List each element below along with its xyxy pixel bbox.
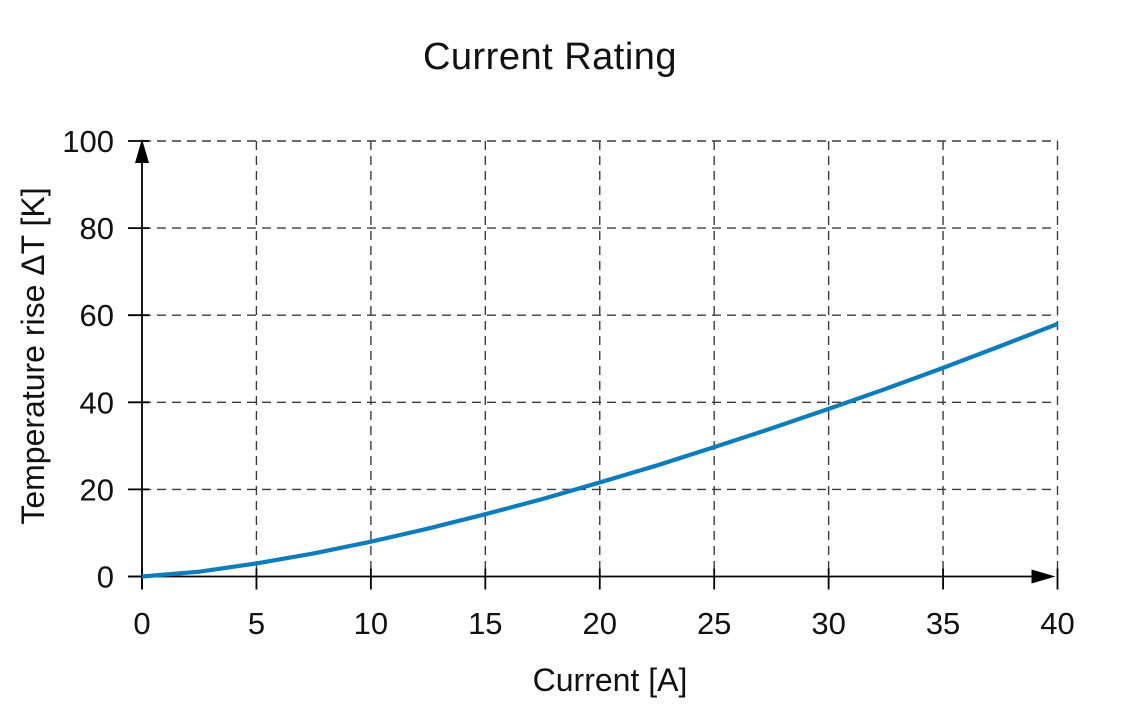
x-tick-label: 0 (133, 606, 150, 641)
y-tick-label: 60 (80, 298, 114, 333)
x-tick-label: 20 (583, 606, 617, 641)
x-tick-label: 10 (354, 606, 388, 641)
x-tick-label: 30 (811, 606, 845, 641)
y-tick-label: 100 (62, 124, 114, 159)
y-tick-label: 80 (80, 211, 114, 246)
x-tick-label: 5 (248, 606, 265, 641)
x-tick-label: 40 (1040, 606, 1074, 641)
x-tick-label: 15 (468, 606, 502, 641)
y-tick-label: 0 (97, 560, 114, 595)
x-tick-label: 35 (926, 606, 960, 641)
y-tick-label: 40 (80, 385, 114, 420)
x-axis-arrowhead-icon (1031, 569, 1056, 584)
temperature-rise-curve (141, 321, 1059, 579)
x-tick-label: 25 (697, 606, 731, 641)
x-axis-label: Current [A] (533, 662, 688, 698)
plot-area: 0 5 10 15 20 25 30 35 40 0 20 40 60 80 100 (62, 124, 1074, 641)
chart-title: Current Rating (423, 36, 677, 78)
y-axis-label: Temperature rise ΔT [K] (15, 187, 51, 524)
y-tick-label: 20 (80, 472, 114, 507)
y-axis-arrowhead-icon (135, 139, 149, 163)
